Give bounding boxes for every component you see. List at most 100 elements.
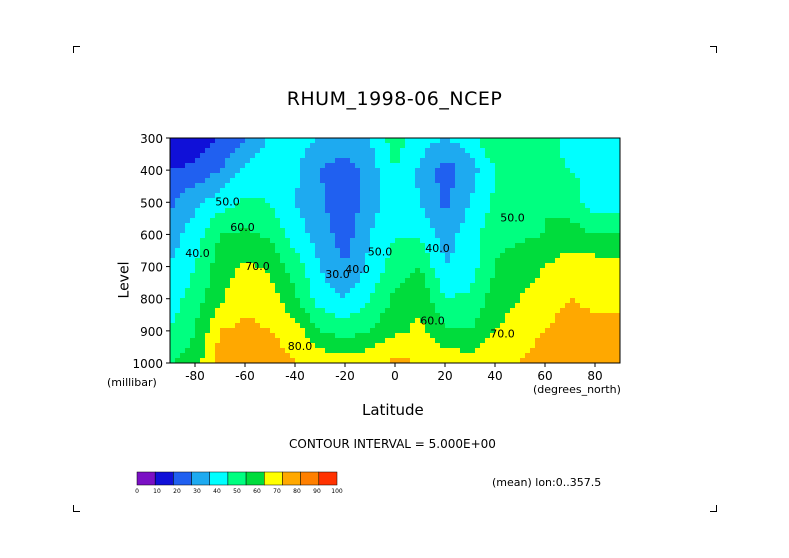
heatmap-cell — [405, 308, 411, 314]
heatmap-cell — [385, 148, 391, 154]
heatmap-cell — [230, 238, 236, 244]
heatmap-cell — [375, 258, 381, 264]
heatmap-cell — [260, 168, 266, 174]
heatmap-cell — [455, 143, 461, 149]
heatmap-cell — [405, 213, 411, 219]
heatmap-cell — [515, 198, 521, 204]
heatmap-cell — [500, 353, 506, 359]
heatmap-cell — [400, 243, 406, 249]
heatmap-cell — [455, 188, 461, 194]
heatmap-cell — [175, 313, 181, 319]
heatmap-cell — [470, 218, 476, 224]
heatmap-cell — [545, 153, 551, 159]
heatmap-cell — [275, 263, 281, 269]
heatmap-cell — [325, 143, 331, 149]
heatmap-cell — [210, 333, 216, 339]
heatmap-cell — [410, 298, 416, 304]
heatmap-cell — [495, 298, 501, 304]
heatmap-cell — [505, 238, 511, 244]
heatmap-cell — [215, 268, 221, 274]
heatmap-cell — [600, 283, 606, 289]
heatmap-cell — [435, 333, 441, 339]
heatmap-cell — [410, 283, 416, 289]
heatmap-cell — [470, 298, 476, 304]
heatmap-cell — [370, 248, 376, 254]
heatmap-cell — [345, 198, 351, 204]
heatmap-cell — [550, 228, 556, 234]
heatmap-cell — [405, 243, 411, 249]
heatmap-cell — [180, 328, 186, 334]
heatmap-cell — [260, 358, 266, 363]
heatmap-cell — [400, 228, 406, 234]
heatmap-cell — [335, 298, 341, 304]
heatmap-cell — [520, 163, 526, 169]
heatmap-cell — [600, 258, 606, 264]
heatmap-cell — [205, 253, 211, 259]
heatmap-cell — [170, 198, 176, 204]
heatmap-cell — [255, 268, 261, 274]
heatmap-cell — [530, 208, 536, 214]
heatmap-cell — [250, 343, 256, 349]
heatmap-cell — [505, 283, 511, 289]
heatmap-cell — [360, 168, 366, 174]
heatmap-cell — [360, 308, 366, 314]
heatmap-cell — [320, 343, 326, 349]
heatmap-cell — [545, 343, 551, 349]
heatmap-cell — [385, 208, 391, 214]
heatmap-cell — [490, 278, 496, 284]
heatmap-cell — [495, 328, 501, 334]
heatmap-cell — [495, 293, 501, 299]
heatmap-cell — [190, 258, 196, 264]
heatmap-cell — [530, 233, 536, 239]
heatmap-cell — [575, 278, 581, 284]
heatmap-cell — [200, 353, 206, 359]
heatmap-cell — [570, 223, 576, 229]
heatmap-cell — [305, 218, 311, 224]
heatmap-cell — [430, 198, 436, 204]
heatmap-cell — [225, 183, 231, 189]
heatmap-cell — [380, 288, 386, 294]
heatmap-cell — [345, 158, 351, 164]
heatmap-cell — [505, 253, 511, 259]
heatmap-cell — [350, 243, 356, 249]
heatmap-cell — [360, 338, 366, 344]
heatmap-cell — [360, 158, 366, 164]
heatmap-cell — [295, 138, 301, 144]
heatmap-cell — [605, 323, 611, 329]
heatmap-cell — [305, 138, 311, 144]
heatmap-cell — [250, 228, 256, 234]
heatmap-cell — [435, 158, 441, 164]
heatmap-cell — [205, 358, 211, 363]
heatmap-cell — [545, 323, 551, 329]
heatmap-cell — [440, 308, 446, 314]
heatmap-cell — [540, 138, 546, 144]
heatmap-cell — [375, 218, 381, 224]
heatmap-cell — [225, 213, 231, 219]
heatmap-cell — [475, 213, 481, 219]
heatmap-cell — [415, 258, 421, 264]
heatmap-cell — [310, 283, 316, 289]
heatmap-cell — [340, 158, 346, 164]
heatmap-cell — [435, 238, 441, 244]
heatmap-cell — [460, 303, 466, 309]
heatmap-cell — [430, 223, 436, 229]
heatmap-cell — [305, 203, 311, 209]
heatmap-cell — [615, 218, 620, 224]
heatmap-cell — [175, 223, 181, 229]
heatmap-cell — [610, 188, 616, 194]
heatmap-cell — [435, 223, 441, 229]
heatmap-cell — [485, 153, 491, 159]
heatmap-cell — [470, 233, 476, 239]
heatmap-cell — [200, 153, 206, 159]
heatmap-cell — [475, 223, 481, 229]
heatmap-cell — [390, 238, 396, 244]
heatmap-cell — [580, 238, 586, 244]
heatmap-cell — [380, 308, 386, 314]
heatmap-cell — [525, 178, 531, 184]
heatmap-cell — [220, 263, 226, 269]
heatmap-cell — [500, 228, 506, 234]
heatmap-cell — [355, 348, 361, 354]
heatmap-cell — [295, 203, 301, 209]
heatmap-cell — [610, 213, 616, 219]
heatmap-cell — [290, 248, 296, 254]
